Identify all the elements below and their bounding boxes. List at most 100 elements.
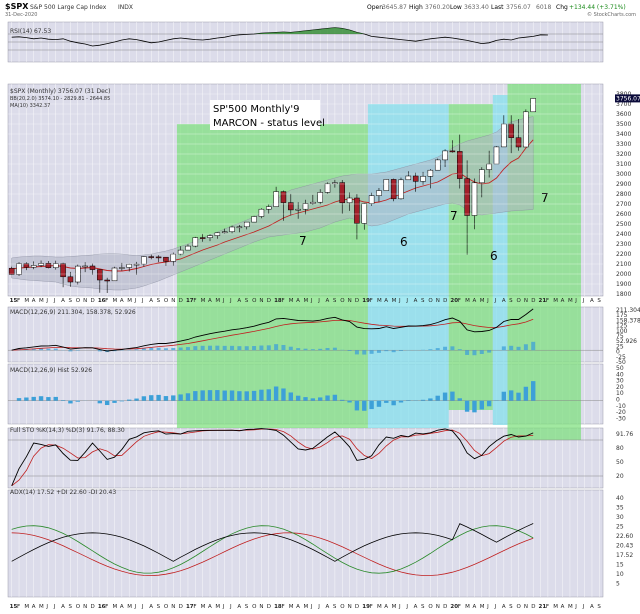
hist-bar: [288, 392, 294, 401]
x-tick: S: [597, 604, 601, 610]
candle-body: [199, 237, 206, 239]
x-tick: S: [245, 604, 249, 610]
bb-label: BB(20,2.0) 3574.10 - 2829.81 - 2644.85: [10, 96, 110, 102]
price-panel: 3800370036003500340033003200310030002900…: [8, 91, 640, 298]
x-tick: J: [310, 604, 313, 610]
hist-bar: [457, 398, 462, 401]
x-tick: F: [193, 604, 196, 610]
x-tick: O: [164, 604, 169, 610]
candle-body: [493, 146, 500, 165]
candle-body: [38, 263, 44, 266]
x-tick: O: [252, 298, 257, 304]
x-tick: J: [317, 298, 320, 304]
x-tick: 16: [98, 298, 106, 304]
hist-bar: [127, 399, 132, 401]
volume-value: 6018: [536, 4, 551, 11]
x-tick: N: [83, 298, 87, 304]
x-tick: D: [443, 298, 447, 304]
x-tick: M: [568, 298, 573, 304]
macd-bar: [230, 345, 235, 351]
hist-bar: [332, 394, 338, 401]
rsi-panel: [8, 27, 603, 51]
x-tick: A: [502, 298, 506, 304]
x-tick: D: [443, 604, 447, 610]
macd-bar: [465, 350, 470, 355]
macd-bar: [369, 350, 374, 354]
candle-body: [221, 231, 228, 234]
sto-tick: 80: [616, 445, 624, 452]
macd-tick: 52.926: [616, 338, 637, 345]
hist-bar: [295, 395, 301, 401]
adx-tick: 25: [616, 524, 624, 531]
x-tick: 20: [450, 298, 458, 304]
x-tick: A: [61, 298, 65, 304]
candle-body: [280, 191, 287, 203]
macd-bar: [259, 345, 264, 351]
x-tick: F: [17, 604, 20, 610]
price-tick: 3300: [616, 141, 631, 148]
x-tick: J: [45, 604, 48, 610]
macd-bar: [215, 345, 220, 351]
hist-bar: [486, 400, 492, 407]
wave-label: 7: [450, 209, 458, 223]
x-tick: M: [304, 604, 309, 610]
candle-body: [236, 226, 243, 229]
candle-body: [45, 263, 52, 268]
hist-bar: [442, 392, 448, 401]
x-tick: N: [171, 604, 175, 610]
x-tick: M: [113, 604, 118, 610]
candle-body: [141, 256, 147, 265]
macd-bar: [222, 345, 227, 351]
instrument-name: S&P 500 Large Cap Index: [30, 4, 107, 11]
x-tick: M: [24, 604, 29, 610]
hist-bar: [428, 398, 433, 401]
hist-bar: [347, 400, 352, 403]
x-tick: A: [61, 604, 65, 610]
price-tick: 2700: [616, 201, 631, 208]
adx-panel: 40 35 30 25 22.60 20.43 17.52 15 10 5: [11, 495, 633, 588]
macd-tick: 75: [616, 333, 624, 340]
x-tick: 21: [539, 298, 547, 304]
price-tick: 2500: [616, 221, 631, 228]
x-tick: D: [179, 298, 183, 304]
candle-body: [442, 150, 448, 161]
x-tick: F: [105, 604, 108, 610]
x-tick: J: [134, 604, 137, 610]
x-tick: D: [267, 298, 271, 304]
credit: © StockCharts.com: [587, 11, 636, 18]
x-tick: A: [561, 298, 565, 304]
hist-tick: 30: [616, 378, 624, 385]
x-tick: O: [76, 604, 81, 610]
x-tick: N: [436, 298, 440, 304]
macd-bar: [31, 348, 36, 351]
x-tick: J: [45, 298, 48, 304]
macd-tick: 125: [616, 323, 628, 330]
x-tick: J: [229, 604, 232, 610]
low-label: Low: [450, 4, 462, 11]
hist-bar: [24, 397, 29, 401]
x-tick: D: [179, 604, 183, 610]
wave-label: 6: [490, 249, 498, 263]
candle-body: [82, 265, 88, 268]
hist-tick: 0: [616, 397, 620, 404]
hist-bar: [531, 381, 536, 401]
hist-bar: [163, 396, 169, 401]
macd-bar: [325, 347, 330, 351]
hist-bar: [215, 390, 220, 401]
x-tick: N: [524, 604, 528, 610]
candle-body: [52, 263, 59, 268]
x-tick: A: [32, 298, 36, 304]
macd-bar: [516, 346, 521, 351]
x-tick: N: [171, 298, 175, 304]
macd-bar: [310, 349, 315, 351]
x-tick: M: [553, 298, 558, 304]
x-tick: J: [486, 604, 489, 610]
hist-bar: [281, 388, 286, 401]
x-tick: S: [68, 298, 72, 304]
macd-hist-label: MACD(12,26,9) Hist 52.926: [10, 367, 92, 374]
price-tick: 2800: [616, 191, 631, 198]
x-tick: O: [76, 298, 81, 304]
macd-bar: [332, 347, 337, 351]
